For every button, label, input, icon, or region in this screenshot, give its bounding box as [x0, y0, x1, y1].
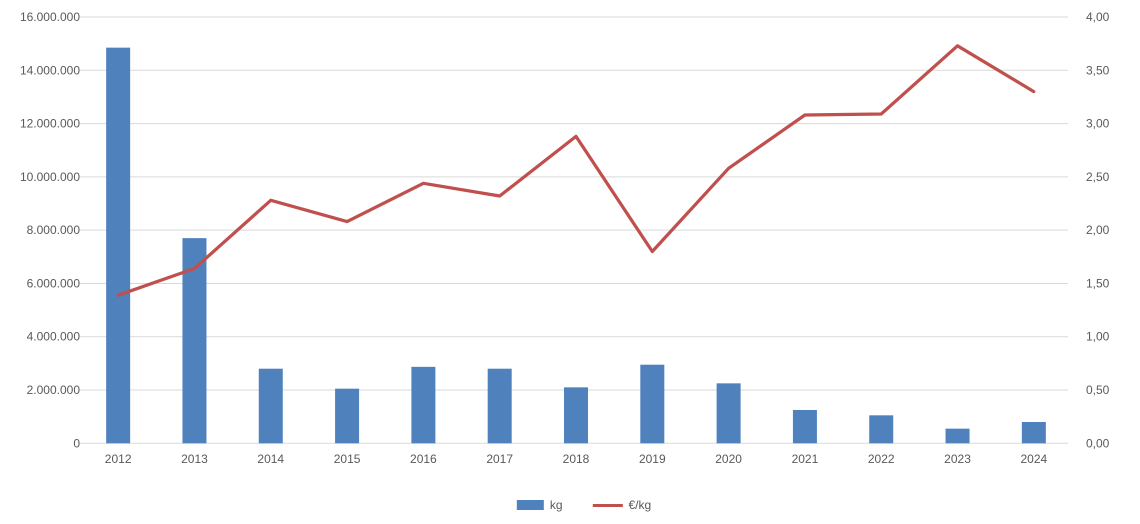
bar-2015	[335, 388, 360, 444]
price-line-series	[116, 44, 1036, 297]
right-axis-tick-label: 4,00	[1086, 10, 1110, 24]
x-axis-category-label: 2018	[563, 452, 590, 466]
legend-eur-per-kg-label: €/kg	[628, 498, 652, 512]
bar-2020	[716, 383, 741, 444]
left-axis-tick-label: 10.000.000	[20, 170, 80, 184]
x-axis-category-label: 2024	[1020, 452, 1047, 466]
right-axis-tick-label: 3,00	[1086, 117, 1110, 131]
legend-entry-kg: kg	[516, 498, 563, 512]
bar-2019	[640, 364, 665, 444]
left-axis-tick-label: 12.000.000	[20, 117, 80, 131]
bar-2021	[792, 409, 817, 444]
right-axis-tick-label: 0,50	[1086, 383, 1110, 397]
left-axis-tick-label: 16.000.000	[20, 10, 80, 24]
bar-2023	[945, 428, 970, 444]
bar-2018	[564, 387, 588, 444]
legend-kg-label: kg	[549, 498, 563, 512]
x-axis-category-label: 2012	[105, 452, 132, 466]
right-axis-tick-label: 1,50	[1086, 276, 1110, 290]
bar-2012	[106, 47, 131, 444]
bar-2016	[411, 366, 436, 444]
bar-2022	[869, 415, 894, 444]
left-axis-tick-label: 4.000.000	[27, 330, 81, 344]
left-axis-tick-label: 8.000.000	[27, 223, 81, 237]
right-axis-tick-label: 2,00	[1086, 223, 1110, 237]
right-axis-tick-label: 1,00	[1086, 330, 1110, 344]
right-axis-tick-label: 0,00	[1086, 436, 1110, 450]
bar-2017	[487, 368, 512, 444]
legend: kg €/kg	[516, 498, 652, 512]
x-axis-category-label: 2017	[486, 452, 513, 466]
left-axis-tick-label: 2.000.000	[27, 383, 81, 397]
legend-eur-per-kg-swatch	[592, 503, 623, 507]
left-axis-tick-label: 14.000.000	[20, 63, 80, 77]
x-axis-category-label: 2021	[792, 452, 819, 466]
legend-entry-eur-per-kg: €/kg	[571, 498, 652, 512]
x-axis-category-label: 2015	[334, 452, 361, 466]
x-axis-category-label: 2023	[944, 452, 971, 466]
legend-kg-swatch	[516, 500, 544, 510]
right-axis-tick-label: 3,50	[1086, 63, 1110, 77]
x-axis-category-label: 2013	[181, 452, 208, 466]
bar-2014	[258, 368, 283, 444]
left-axis-tick-label: 0	[73, 436, 80, 450]
x-axis-category-label: 2022	[868, 452, 895, 466]
x-axis-category-label: 2019	[639, 452, 666, 466]
x-axis-category-label: 2014	[257, 452, 284, 466]
x-axis-category-label: 2020	[715, 452, 742, 466]
bar-2024	[1021, 421, 1046, 444]
right-axis-tick-label: 2,50	[1086, 170, 1110, 184]
left-axis-tick-label: 6.000.000	[27, 276, 81, 290]
x-axis-category-label: 2016	[410, 452, 437, 466]
